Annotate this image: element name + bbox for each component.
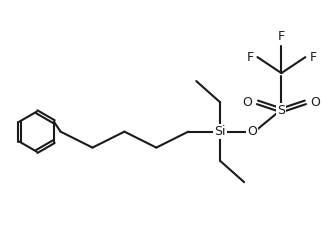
Text: F: F bbox=[309, 51, 316, 64]
Text: F: F bbox=[247, 51, 253, 64]
Text: S: S bbox=[278, 104, 285, 117]
Text: O: O bbox=[311, 96, 320, 109]
Text: O: O bbox=[247, 125, 257, 138]
Text: Si: Si bbox=[214, 125, 226, 138]
Text: O: O bbox=[242, 96, 252, 109]
Text: F: F bbox=[278, 30, 285, 43]
